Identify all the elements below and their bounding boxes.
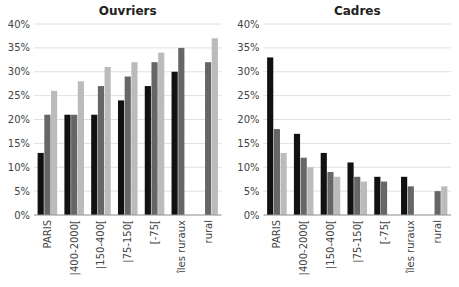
grid-line: [264, 95, 452, 96]
bar: [158, 53, 164, 215]
bar: [118, 100, 124, 215]
y-tick-label: 5%: [244, 186, 260, 197]
y-tick-label: 30%: [8, 66, 30, 77]
bar: [131, 62, 137, 215]
bars: [38, 38, 218, 215]
bar: [78, 81, 84, 215]
y-tick-label: 40%: [8, 19, 30, 30]
bar: [38, 153, 44, 215]
x-tick-label: |150-400[: [95, 220, 107, 269]
y-tick-label: 20%: [237, 114, 259, 125]
chart-title: Cadres: [334, 4, 381, 18]
grid-line: [264, 215, 452, 216]
grid-line: [34, 71, 222, 72]
bar: [408, 186, 414, 215]
x-tick-label: |75-150[: [122, 220, 134, 263]
bar: [205, 62, 211, 215]
y-tick-label: 25%: [237, 90, 259, 101]
bars: [267, 57, 447, 215]
chart-title: Ouvriers: [99, 4, 157, 18]
bar: [64, 115, 70, 215]
bar: [145, 86, 151, 215]
x-tick-label: [-75[: [379, 220, 390, 244]
grid-line: [264, 47, 452, 48]
bar: [281, 153, 287, 215]
bar: [327, 172, 333, 215]
x-tick-label: rural: [432, 220, 443, 243]
grid-line: [34, 215, 222, 216]
bar: [71, 115, 77, 215]
x-tick-label: PARIS: [271, 220, 282, 248]
x-axis-line: [34, 215, 222, 216]
grid-line: [264, 71, 452, 72]
bar: [435, 191, 441, 215]
y-tick-label: 40%: [237, 19, 259, 30]
bar: [307, 167, 313, 215]
y-tick-label: 20%: [8, 114, 30, 125]
bar: [51, 91, 57, 215]
y-tick-label: 35%: [8, 42, 30, 53]
bar: [381, 182, 387, 215]
y-tick-label: 15%: [237, 138, 259, 149]
y-tick-label: 0%: [244, 210, 260, 221]
x-tick-label: |75-150[: [352, 220, 364, 263]
y-tick-label: 15%: [8, 138, 30, 149]
bar: [178, 48, 184, 215]
x-tick-label: |150-400[: [325, 220, 337, 269]
x-tick-label: PARIS: [42, 220, 53, 248]
bar: [401, 177, 407, 215]
x-tick-label: rural: [203, 220, 214, 243]
bar: [172, 72, 178, 215]
bar: [441, 186, 447, 215]
grid-line: [34, 24, 222, 25]
bar: [151, 62, 157, 215]
x-axis-line: [264, 215, 452, 216]
bar: [354, 177, 360, 215]
bar: [212, 38, 218, 215]
y-tick-label: 30%: [237, 66, 259, 77]
bar: [334, 177, 340, 215]
y-tick-label: 25%: [8, 90, 30, 101]
bar: [125, 77, 131, 215]
x-tick-label: [-75[: [149, 220, 160, 244]
grid-line: [264, 143, 452, 144]
bar: [105, 67, 111, 215]
bar: [274, 129, 280, 215]
chart-canvas: Ouvriers 0% 5% 10% 15% 20% 25% 30% 35% 40% PARIS |4…: [0, 0, 459, 287]
y-tick-label: 35%: [237, 42, 259, 53]
x-tick-label: |400-2000[: [69, 220, 81, 275]
bar: [347, 162, 353, 215]
bar: [98, 86, 104, 215]
panel: Ouvriers 0% 5% 10% 15% 20% 25% 30% 35% 40% PARIS |4…: [8, 4, 222, 275]
y-tick-label: 0%: [14, 210, 30, 221]
y-tick-label: 10%: [237, 162, 259, 173]
grid-line: [264, 24, 452, 25]
grid-line: [34, 47, 222, 48]
x-tick-label: |400-2000[: [298, 220, 310, 275]
y-tick-label: 5%: [14, 186, 30, 197]
bar: [294, 134, 300, 215]
y-tick-label: 10%: [8, 162, 30, 173]
bar: [301, 158, 307, 215]
bar: [44, 115, 50, 215]
panel: Cadres 0% 5% 10% 15% 20% 25% 30% 35% 40% PARIS |400…: [237, 4, 451, 275]
grid-line: [264, 119, 452, 120]
x-tick-label: îles ruraux: [405, 220, 416, 274]
bar: [321, 153, 327, 215]
bar: [361, 182, 367, 215]
bar: [91, 115, 97, 215]
bar: [374, 177, 380, 215]
x-tick-label: îles ruraux: [176, 220, 187, 274]
grid-line: [264, 167, 452, 168]
bar: [267, 57, 273, 215]
